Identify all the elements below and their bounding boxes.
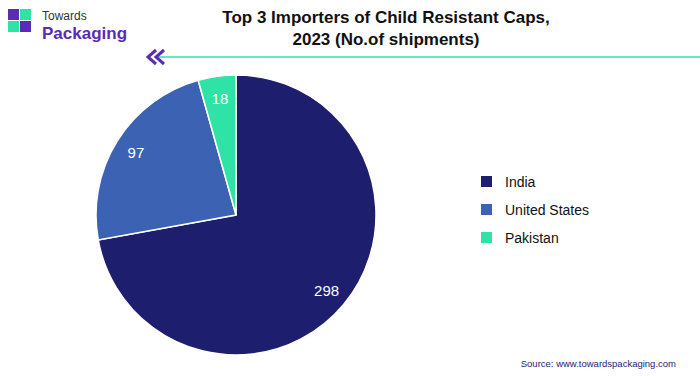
data-labels: 298 97 18 [128,90,339,300]
logo-text: Packaging [42,24,127,43]
pie [96,75,376,355]
data-label: 18 [212,90,229,107]
logo-shape [8,9,19,20]
divider [158,56,700,58]
legend-label: United States [505,202,589,218]
logo-text: Towards [42,9,87,23]
logo-icon [8,9,31,32]
source: Source: www.towardspackaging.com [521,358,676,369]
logo-shape [20,21,31,32]
pie-slice [198,75,236,215]
title-line: 2023 (No.of shipments) [292,30,479,49]
title-line: Top 3 Importers of Child Resistant Caps, [222,8,549,27]
legend-swatch [481,176,492,187]
pie-slice [96,80,236,240]
legend-item: Pakistan [481,230,559,246]
legend-swatch [481,232,492,243]
chart: TowardsPackaging Source: www.towardspacka… [0,0,700,376]
divider-chevron [148,50,164,64]
legend-label: Pakistan [505,230,559,246]
legend-item: United States [481,202,589,218]
logo-shape [20,9,31,20]
logo-shape [8,21,19,32]
data-label: 97 [128,144,145,161]
legend: India United States Pakistan [481,174,589,246]
data-label: 298 [314,282,339,299]
legend-item: India [481,174,536,190]
title: Top 3 Importers of Child Resistant Caps,… [222,8,549,49]
legend-swatch [481,204,492,215]
legend-label: India [505,174,536,190]
